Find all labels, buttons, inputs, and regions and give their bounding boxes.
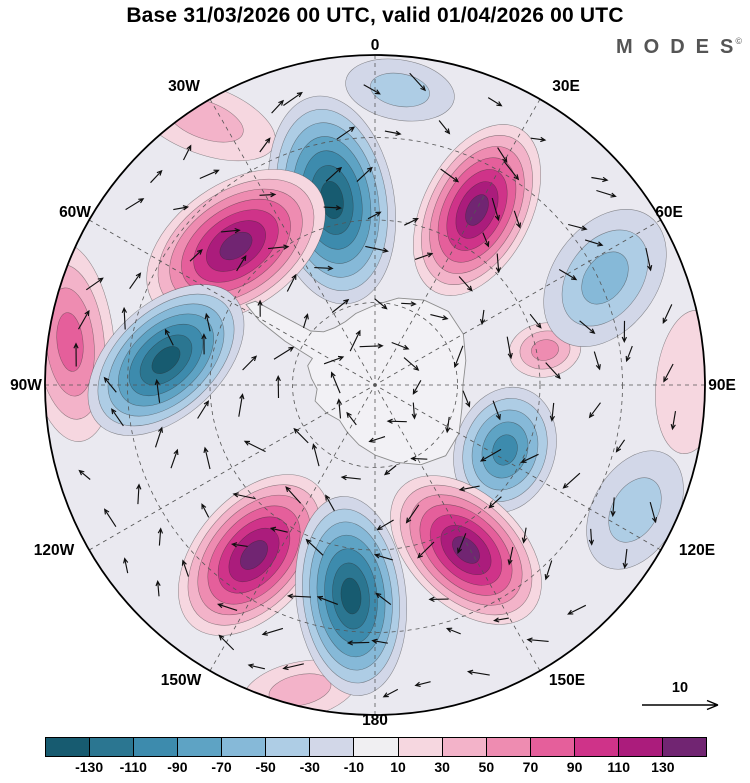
reference-vector-value: 10 (671, 680, 689, 696)
colorbar-cell-9 (442, 738, 487, 756)
colorbar-cell-13 (618, 738, 663, 756)
colorbar-tick-50: 50 (478, 759, 495, 775)
wind-vectors (73, 72, 677, 698)
graticule (45, 55, 705, 715)
colorbar-tick--90: -90 (167, 759, 188, 775)
colorbar-tick--10: -10 (343, 759, 365, 775)
colorbar-cell-8 (398, 738, 443, 756)
colorbar-tick-30: 30 (434, 759, 450, 775)
colorbar-cell-3 (178, 738, 223, 756)
polar-map (44, 54, 706, 716)
colorbar-cell-1 (90, 738, 135, 756)
colorbar-cell-14 (662, 738, 706, 756)
colorbar-cell-2 (134, 738, 179, 756)
colorbar-cell-7 (354, 738, 399, 756)
colorbar-tick-110: 110 (607, 759, 631, 775)
modes-logo: MODES© (616, 36, 742, 59)
colorbar-tick-130: 130 (651, 759, 675, 775)
anomaly-shading (45, 58, 705, 715)
lon-label-90E: 90E (708, 377, 736, 394)
reference-arrow-icon (642, 699, 719, 711)
colorbar-cell-4 (222, 738, 267, 756)
colorbar-ticks: -130 -110 -90 -70 -50 -30 -10 10 30 50 70 90 110 130 (45, 759, 707, 779)
colorbar-cell-10 (486, 738, 531, 756)
modes-logo-text: MODES (616, 36, 745, 58)
colorbar-cell-5 (266, 738, 311, 756)
colorbar-tick--130: -130 (75, 759, 104, 775)
page-title: Base 31/03/2026 00 UTC, valid 01/04/2026… (126, 4, 624, 27)
colorbar-cell-11 (530, 738, 575, 756)
colorbar-tick--50: -50 (255, 759, 276, 775)
colorbar-tick--30: -30 (299, 759, 320, 775)
colorbar-tick-10: 10 (390, 759, 406, 775)
map-content (45, 55, 705, 715)
colorbar-tick-90: 90 (566, 759, 583, 775)
colorbar-tick-70: 70 (522, 759, 539, 775)
colorbar-tick--70: -70 (211, 759, 232, 775)
colorbar (45, 737, 707, 757)
colorbar-cell-6 (310, 738, 355, 756)
lon-label-90W: 90W (10, 377, 42, 394)
colorbar-cell-0 (46, 738, 91, 756)
colorbar-tick--110: -110 (119, 759, 147, 775)
colorbar-cell-12 (574, 738, 619, 756)
map-rim (44, 54, 706, 716)
modes-logo-copyright: © (735, 36, 742, 46)
reference-vector: 10 (638, 680, 722, 716)
